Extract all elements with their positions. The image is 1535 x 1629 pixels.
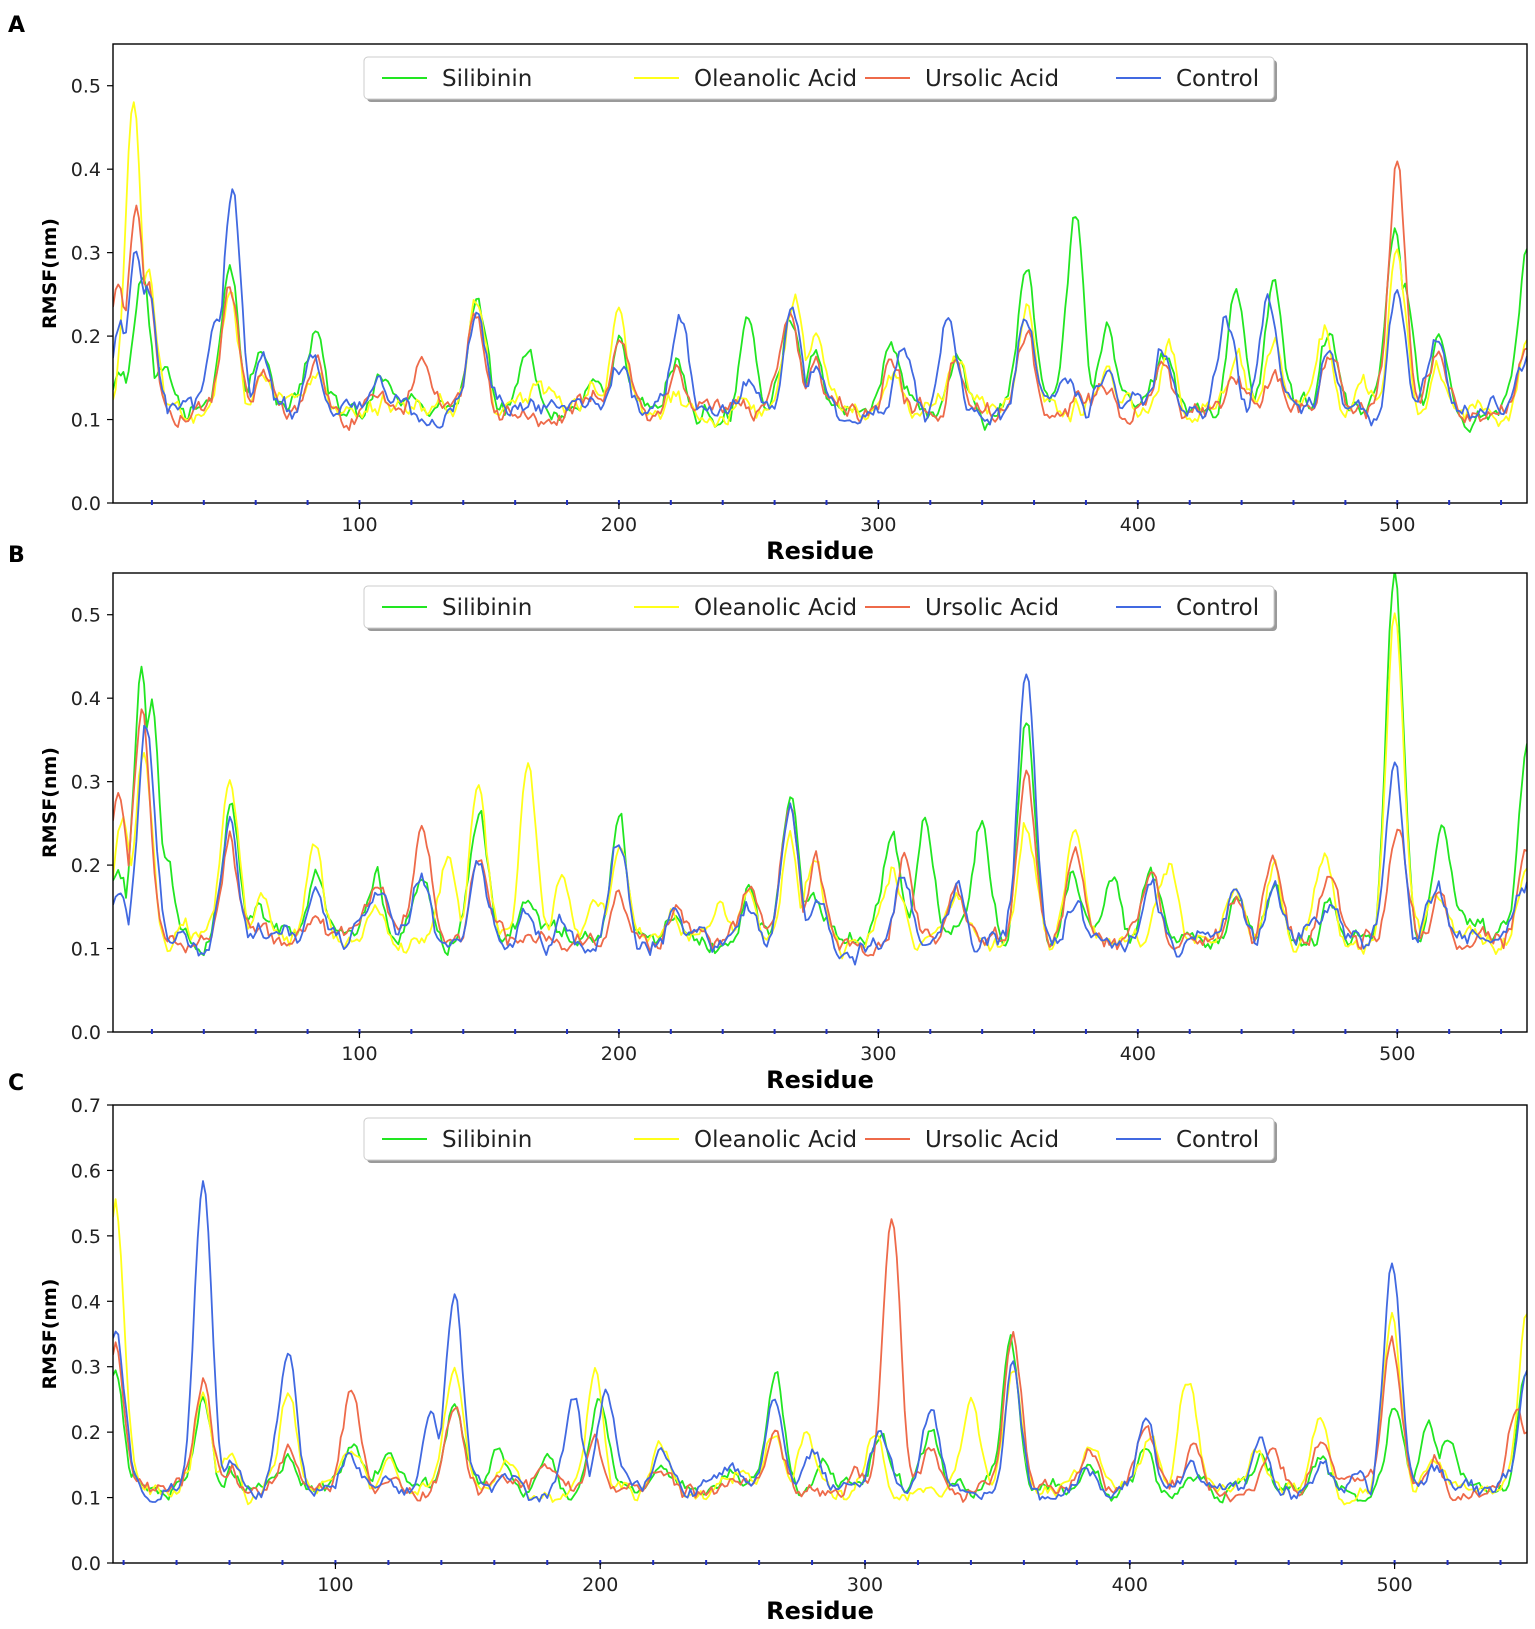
legend-label: Oleanolic Acid	[694, 595, 857, 621]
y-tick-label: 0.1	[71, 1488, 101, 1510]
legend-label: Oleanolic Acid	[694, 66, 857, 92]
y-tick-label: 0.3	[71, 772, 101, 794]
y-tick-label: 0.7	[71, 1095, 101, 1117]
series-line-ursolic-acid	[113, 708, 1527, 957]
panel-a: A 100 200 300 400 500 0.0 0.1 0.2 0.3 0.4 0.5 Residu…	[8, 13, 1528, 565]
y-tick-label: 0.5	[71, 1226, 101, 1248]
y-axis-title: RMSF(nm)	[39, 747, 61, 858]
series-line-control	[113, 1180, 1527, 1503]
panel-letter: B	[8, 543, 25, 568]
series-lines	[113, 573, 1527, 966]
x-tick-label: 500	[1379, 514, 1415, 536]
series-lines	[113, 101, 1527, 433]
x-tick-label: 400	[1120, 1043, 1156, 1065]
x-tick-label: 500	[1376, 1574, 1412, 1596]
y-tick-label: 0.2	[71, 326, 101, 348]
legend: Silibinin Oleanolic Acid Ursolic Acid Contr…	[363, 56, 1277, 102]
x-tick-label: 400	[1120, 514, 1156, 536]
x-tick-label: 200	[601, 1043, 637, 1065]
y-axis-title: RMSF(nm)	[39, 218, 61, 329]
panel-c: C 100 200 300 400 500 0.0 0.1 0.2 0.3 0.4 0.5 0.6 0.7…	[8, 1071, 1528, 1625]
legend: Silibinin Oleanolic Acid Ursolic Acid Contr…	[363, 585, 1277, 631]
series-line-silibinin	[113, 216, 1527, 433]
x-tick-label: 200	[582, 1574, 618, 1596]
x-tick-label: 300	[860, 514, 896, 536]
y-tick-label: 0.1	[71, 410, 101, 432]
panel-b: B 100 200 300 400 500 0.0 0.1 0.2 0.3 0.4 0.5 Residu…	[8, 543, 1528, 1094]
x-tick-label: 100	[317, 1574, 353, 1596]
y-tick-label: 0.0	[71, 493, 101, 515]
panel-letter: A	[8, 13, 25, 38]
y-tick-label: 0.2	[71, 855, 101, 877]
x-axis-title: Residue	[766, 1597, 874, 1625]
x-tick-label: 200	[601, 514, 637, 536]
legend-label: Control	[1176, 595, 1259, 621]
x-axis-title: Residue	[766, 1066, 874, 1094]
y-tick-label: 0.3	[71, 1357, 101, 1379]
series-lines	[113, 1180, 1527, 1506]
legend-label: Ursolic Acid	[925, 66, 1059, 92]
y-tick-label: 0.4	[71, 688, 101, 710]
plot-frame	[112, 1104, 1528, 1564]
series-line-control	[113, 673, 1527, 966]
series-line-ursolic-acid	[113, 160, 1527, 431]
y-tick-label: 0.3	[71, 243, 101, 265]
series-line-oleanolic-acid	[113, 1198, 1527, 1506]
panel-letter: C	[8, 1071, 24, 1096]
legend-label: Ursolic Acid	[925, 595, 1059, 621]
x-axis-title: Residue	[766, 537, 874, 565]
series-line-ursolic-acid	[113, 1218, 1527, 1503]
x-tick-label: 300	[847, 1574, 883, 1596]
x-tick-label: 400	[1112, 1574, 1148, 1596]
legend-label: Oleanolic Acid	[694, 1127, 857, 1153]
y-tick-label: 0.5	[71, 76, 101, 98]
x-tick-label: 100	[341, 1043, 377, 1065]
legend-box	[363, 1117, 1275, 1161]
legend-label: Ursolic Acid	[925, 1127, 1059, 1153]
x-tick-label: 300	[860, 1043, 896, 1065]
x-tick-label: 100	[341, 514, 377, 536]
legend-label: Control	[1176, 1127, 1259, 1153]
y-tick-label: 0.4	[71, 159, 101, 181]
y-axis-title: RMSF(nm)	[39, 1279, 61, 1390]
plot-frame	[112, 572, 1528, 1033]
y-tick-label: 0.6	[71, 1160, 101, 1182]
y-tick-label: 0.1	[71, 939, 101, 961]
legend-label: Silibinin	[442, 595, 532, 621]
plot-frame	[112, 43, 1528, 504]
legend-label: Silibinin	[442, 1127, 532, 1153]
y-tick-label: 0.0	[71, 1022, 101, 1044]
y-tick-label: 0.2	[71, 1422, 101, 1444]
legend-box	[363, 56, 1275, 100]
legend: Silibinin Oleanolic Acid Ursolic Acid Contr…	[363, 1117, 1277, 1163]
x-tick-label: 500	[1379, 1043, 1415, 1065]
series-line-control	[113, 188, 1527, 429]
y-tick-label: 0.0	[71, 1553, 101, 1575]
y-tick-label: 0.5	[71, 605, 101, 627]
legend-box	[363, 585, 1275, 629]
legend-label: Control	[1176, 66, 1259, 92]
y-tick-label: 0.4	[71, 1291, 101, 1313]
legend-label: Silibinin	[442, 66, 532, 92]
